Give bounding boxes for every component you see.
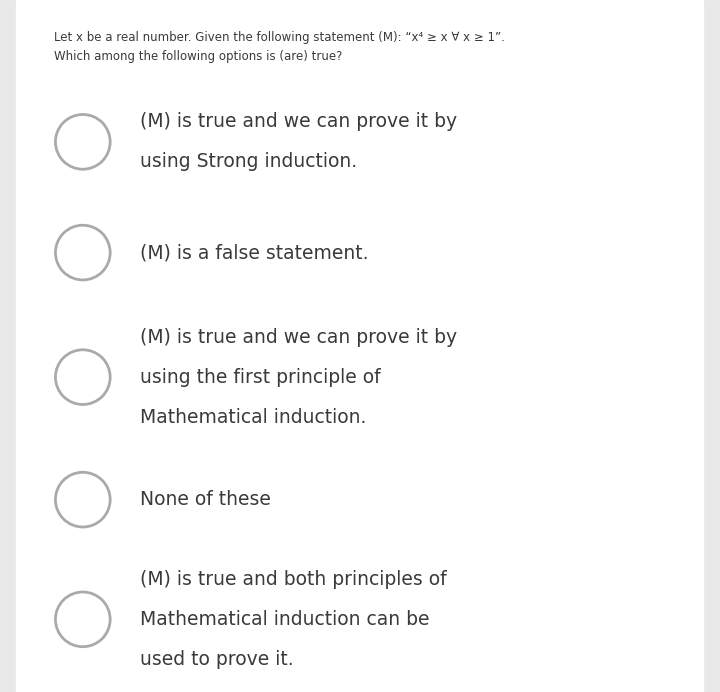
Ellipse shape [55, 472, 110, 527]
Text: Let x be a real number. Given the following statement (M): “x⁴ ≥ x ∀ x ≥ 1”.: Let x be a real number. Given the follow… [54, 31, 505, 44]
Ellipse shape [55, 349, 110, 405]
Text: using the first principle of: using the first principle of [140, 367, 381, 387]
Text: None of these: None of these [140, 490, 271, 509]
Text: (M) is true and we can prove it by: (M) is true and we can prove it by [140, 112, 457, 131]
Text: (M) is a false statement.: (M) is a false statement. [140, 243, 369, 262]
Ellipse shape [55, 592, 110, 647]
Text: Mathematical induction.: Mathematical induction. [140, 408, 366, 427]
Ellipse shape [55, 225, 110, 280]
Ellipse shape [55, 114, 110, 170]
Text: (M) is true and we can prove it by: (M) is true and we can prove it by [140, 327, 457, 347]
Text: Mathematical induction can be: Mathematical induction can be [140, 610, 430, 629]
Text: Which among the following options is (are) true?: Which among the following options is (ar… [54, 50, 343, 63]
Text: (M) is true and both principles of: (M) is true and both principles of [140, 570, 447, 589]
FancyBboxPatch shape [16, 0, 704, 692]
Text: using Strong induction.: using Strong induction. [140, 152, 358, 172]
Text: used to prove it.: used to prove it. [140, 650, 294, 669]
